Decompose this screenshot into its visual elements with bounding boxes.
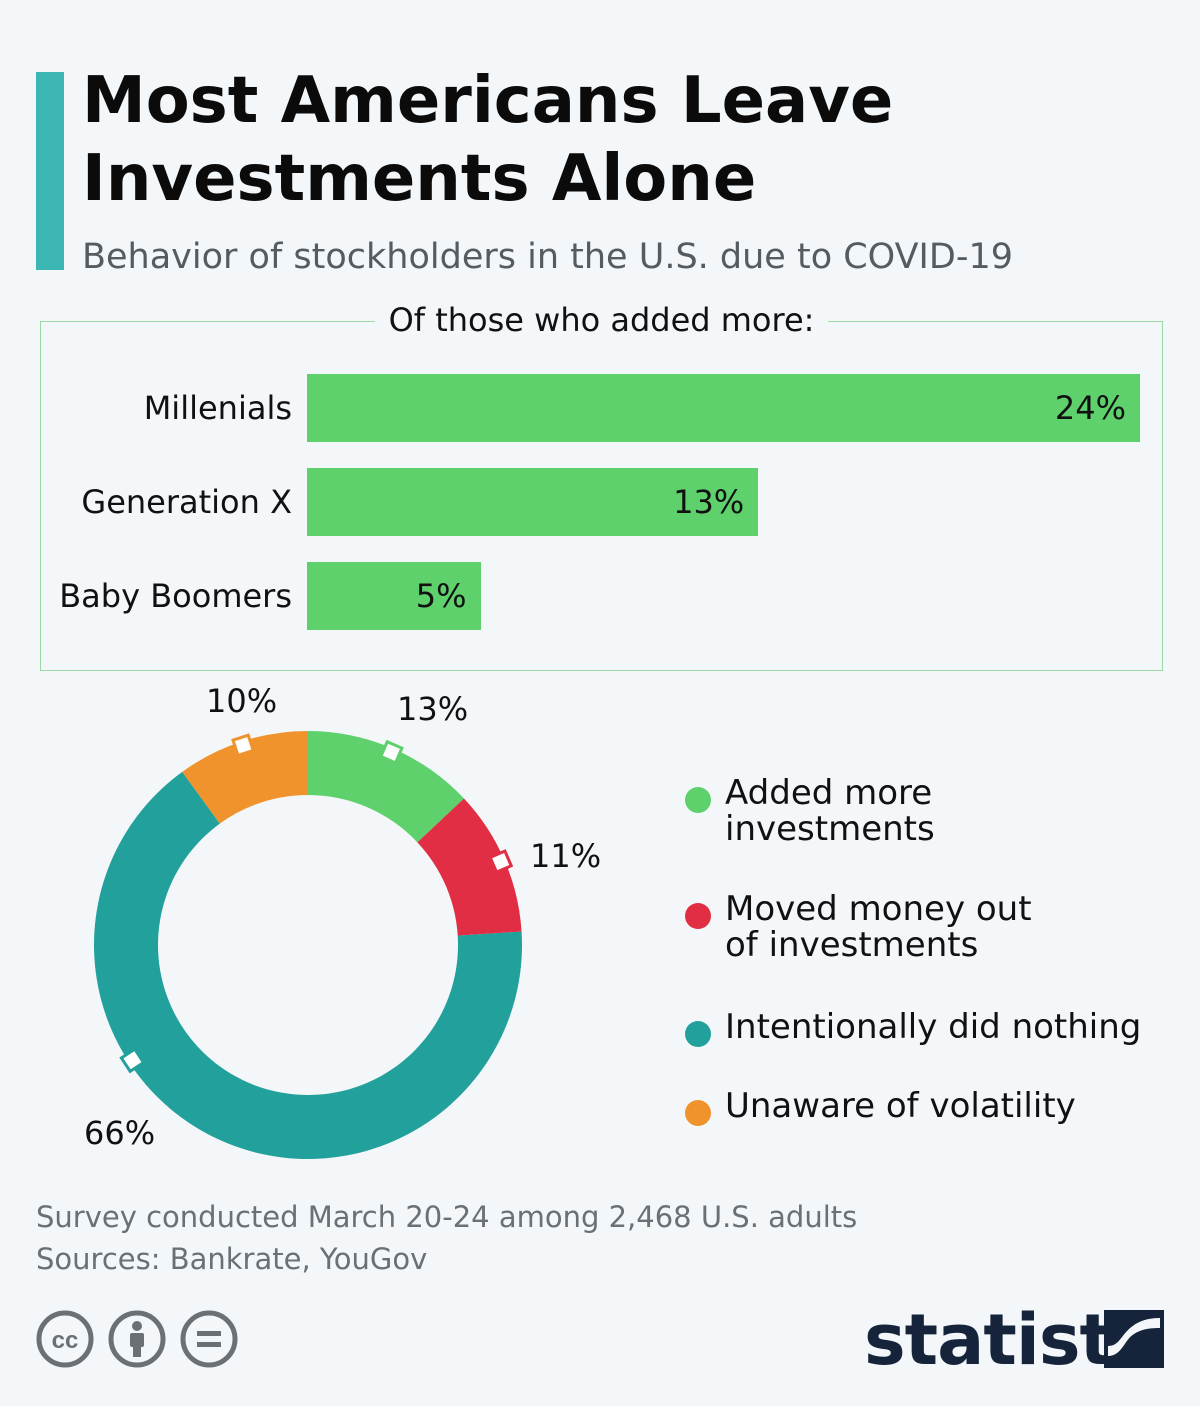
donut-slice [93, 771, 522, 1160]
statista-logo-icon[interactable] [1104, 1310, 1164, 1368]
donut-value-label: 66% [84, 1114, 156, 1152]
bar-category-label: Generation X [81, 483, 292, 521]
bar-value-label: 5% [415, 577, 467, 615]
donut-value-label: 11% [530, 837, 602, 875]
bar-row: Generation X 13% [41, 468, 1162, 536]
donut-value-label: 10% [206, 682, 278, 720]
donut-slice [182, 731, 308, 824]
svg-text:cc: cc [52, 1327, 79, 1354]
title-accent-bar [36, 72, 64, 270]
donut-label-marker [378, 739, 404, 765]
bar-value-label: 24% [1054, 389, 1126, 427]
donut-slice [417, 798, 522, 936]
legend-label: Moved money out of investments [725, 889, 1032, 965]
legend-swatch [685, 787, 711, 813]
page-title: Most Americans Leave Investments Alone [82, 64, 894, 216]
donut-label-marker [488, 849, 514, 875]
bar: 13% [307, 468, 759, 536]
bar-chart-title: Of those who added more: [374, 301, 829, 339]
donut-chart [93, 731, 522, 1160]
bar-value-label: 13% [673, 483, 745, 521]
legend-swatch [685, 1021, 711, 1047]
attribution-icon[interactable] [108, 1310, 166, 1368]
bar-row: Baby Boomers 5% [41, 562, 1162, 630]
donut-label-marker [119, 1047, 146, 1074]
bar-chart-title-wrap: Of those who added more: [41, 300, 1162, 340]
survey-note: Survey conducted March 20-24 among 2,468… [36, 1200, 858, 1234]
bar-row: Millenials 24% [41, 374, 1162, 442]
creative-commons-icon[interactable]: cc [36, 1310, 94, 1368]
legend-label: Intentionally did nothing [725, 1007, 1142, 1047]
page-subtitle: Behavior of stockholders in the U.S. due… [82, 237, 1013, 277]
donut-value-label: 13% [397, 690, 469, 728]
footer: Survey conducted March 20-24 among 2,468… [36, 1196, 857, 1280]
legend-swatch [685, 903, 711, 929]
bar: 24% [307, 374, 1140, 442]
legend-label: Unaware of volatility [725, 1086, 1076, 1126]
legend-swatch [685, 1100, 711, 1126]
donut-label-marker [231, 733, 256, 758]
bar-category-label: Baby Boomers [59, 577, 292, 615]
donut-slice [308, 731, 464, 843]
sources-note: Sources: Bankrate, YouGov [36, 1242, 428, 1276]
no-derivatives-icon[interactable] [180, 1310, 238, 1368]
bar-chart-panel: Of those who added more: Millenials 24% … [40, 301, 1163, 671]
bar: 5% [307, 562, 481, 630]
legend-label: Added more investments [725, 773, 935, 849]
bar-category-label: Millenials [143, 389, 292, 427]
